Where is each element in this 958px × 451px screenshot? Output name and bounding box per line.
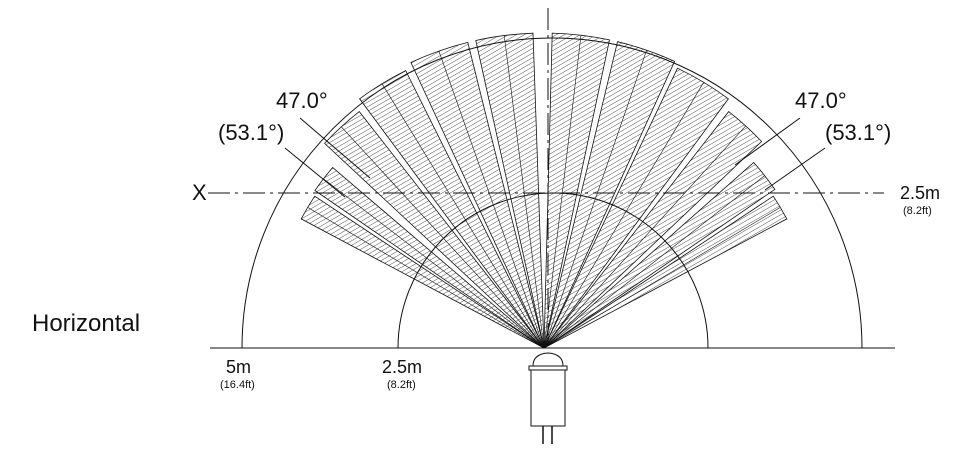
right-secondary-leader — [764, 147, 826, 191]
beam-wedge — [543, 161, 776, 349]
outer-distance-imperial: (16.4ft) — [220, 379, 255, 391]
inner-distance-imperial: (8.2ft) — [387, 379, 416, 391]
beam-sectors — [300, 32, 788, 349]
beam-ray — [543, 175, 765, 349]
beam-ray — [323, 178, 545, 349]
x-axis-end-value: 2.5m — [900, 183, 940, 203]
beam-ray — [543, 35, 582, 349]
beam-ray — [341, 126, 545, 349]
left-primary-leader — [299, 117, 371, 179]
beam-ray — [503, 35, 545, 349]
outer-distance-label: 5m — [226, 357, 251, 377]
beam-ray — [543, 207, 781, 349]
beam-wedge — [300, 195, 545, 349]
view-label: Horizontal — [32, 310, 140, 337]
pir-sensor-icon — [528, 352, 568, 444]
outer-range-arc — [241, 37, 863, 349]
beam-ray — [307, 207, 545, 349]
beam-ray — [381, 83, 545, 349]
right-angle-primary-label: 47.0° — [795, 88, 847, 113]
left-angle-primary-label: 47.0° — [276, 88, 328, 113]
inner-distance-label: 2.5m — [382, 357, 422, 377]
beam-ray — [543, 82, 704, 349]
right-angle-secondary-label: (53.1°) — [825, 120, 891, 145]
beam-wedge — [543, 195, 788, 349]
left-secondary-leader — [284, 147, 346, 198]
x-axis-end-value-imperial: (8.2ft) — [903, 205, 932, 217]
x-axis-name: X — [192, 180, 207, 205]
beam-wedge — [543, 32, 610, 349]
beam-ray — [543, 125, 746, 349]
left-angle-secondary-label: (53.1°) — [218, 120, 284, 145]
right-primary-leader — [734, 117, 801, 166]
beam-ray — [438, 50, 545, 349]
